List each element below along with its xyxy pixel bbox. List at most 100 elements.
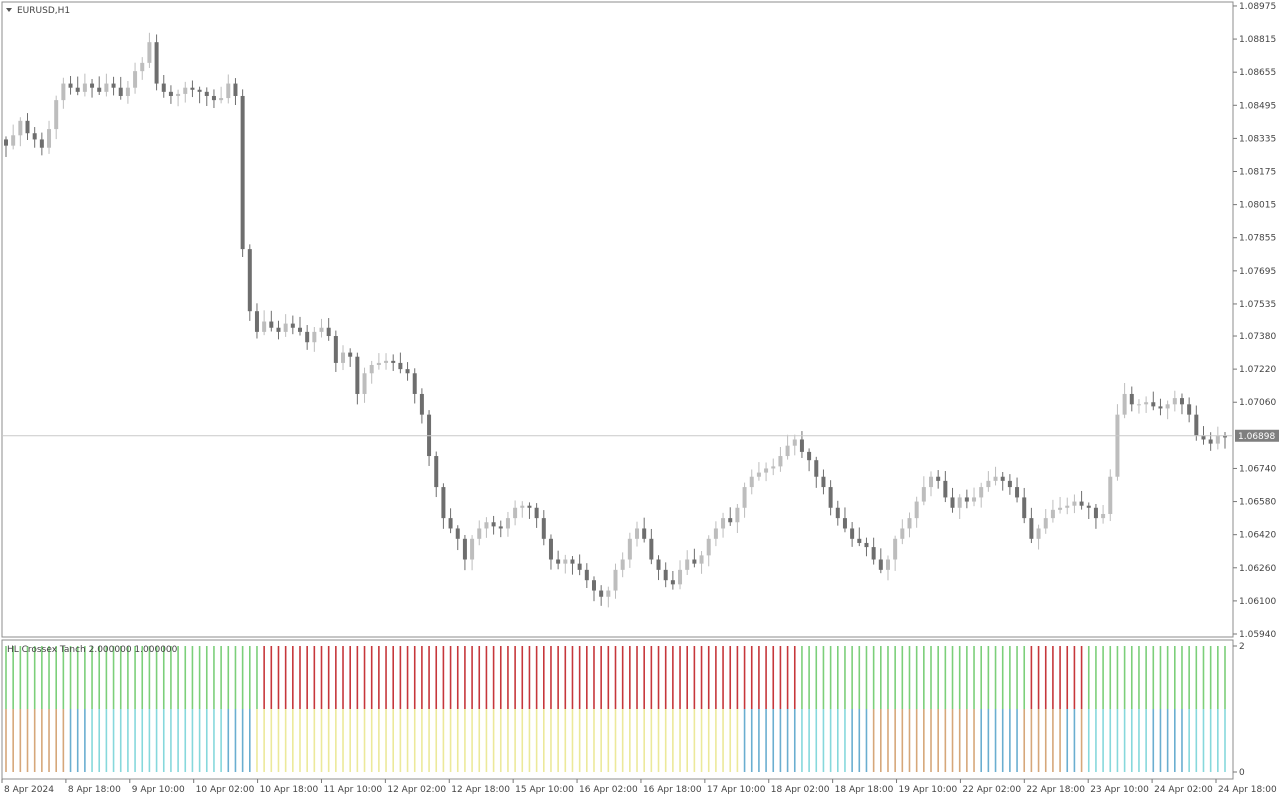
candle-body <box>39 139 44 148</box>
price-tick-label: 1.08335 <box>1239 134 1276 144</box>
candle-body <box>1101 513 1106 519</box>
candle-body <box>527 505 532 508</box>
candle-body <box>441 487 446 519</box>
time-tick-label: 22 Apr 02:00 <box>962 785 1021 795</box>
time-tick-label: 9 Apr 10:00 <box>132 785 185 795</box>
candle-body <box>670 580 675 585</box>
candle-body <box>635 528 640 539</box>
price-tick-label: 1.08975 <box>1239 2 1276 12</box>
candle-body <box>312 331 317 343</box>
candle-body <box>620 559 625 570</box>
candle-body <box>721 518 726 529</box>
candle-body <box>764 468 769 473</box>
candle-body <box>104 83 109 92</box>
price-tick-label: 1.07220 <box>1239 365 1276 375</box>
candle-body <box>871 547 876 560</box>
time-tick-label: 16 Apr 18:00 <box>643 785 702 795</box>
candle-body <box>936 476 941 481</box>
candle-body <box>1029 518 1034 539</box>
candle-body <box>893 538 898 560</box>
current-price-label: 1.06898 <box>1238 432 1275 442</box>
indicator-frame[interactable] <box>1 639 1234 780</box>
price-tick-label: 1.06420 <box>1239 531 1276 541</box>
candle-body <box>434 456 439 488</box>
indicator-histogram <box>5 646 1226 772</box>
candle-body <box>728 518 733 523</box>
candle-body <box>133 71 138 88</box>
candle-body <box>520 505 525 508</box>
candle-body <box>599 590 604 597</box>
candle-body <box>692 559 697 564</box>
candle-body <box>706 538 711 556</box>
candle-body <box>32 133 37 140</box>
candle-body <box>1144 402 1149 405</box>
candle-body <box>276 327 281 332</box>
candle-body <box>1201 435 1206 440</box>
candle-body <box>807 451 812 461</box>
candle-body <box>964 497 969 502</box>
price-tick-label: 1.08655 <box>1239 68 1276 78</box>
candle-body <box>1187 404 1192 415</box>
candle-body <box>90 83 95 88</box>
candle-body <box>505 518 510 529</box>
candle-body <box>1215 435 1220 444</box>
main-chart-frame[interactable] <box>1 1 1234 638</box>
candle-body <box>842 518 847 529</box>
candle-body <box>1036 528 1041 539</box>
candle-body <box>986 480 991 488</box>
candle-body <box>47 129 52 148</box>
candle-body <box>1108 476 1113 514</box>
candle-body <box>25 120 30 134</box>
candle-body <box>398 362 403 370</box>
time-tick-label: 8 Apr 2024 <box>4 785 54 795</box>
candle-body <box>1079 501 1084 506</box>
candle-body <box>61 83 66 101</box>
candle-body <box>900 528 905 539</box>
candle-body <box>183 87 188 94</box>
candle-body <box>305 331 310 343</box>
candle-body <box>591 580 596 591</box>
time-axis[interactable]: 8 Apr 2024 8 Apr 18:00 9 Apr 10:00 10 Apr 0… <box>1 779 1277 795</box>
candle-body <box>1179 398 1184 405</box>
price-tick-label: 1.07535 <box>1239 300 1276 310</box>
candle-body <box>154 42 159 84</box>
price-tick-label: 1.07855 <box>1239 234 1276 244</box>
candle-body <box>1208 439 1213 444</box>
candle-body <box>319 327 324 332</box>
chart-menu-triangle-icon[interactable] <box>6 8 12 12</box>
candle-body <box>979 487 984 498</box>
candle-body <box>455 528 460 539</box>
candle-body <box>792 439 797 446</box>
candle-body <box>771 466 776 469</box>
candle-body <box>814 460 819 477</box>
candle-body <box>885 559 890 570</box>
candle-body <box>878 559 883 570</box>
candle-body <box>1165 404 1170 409</box>
candle-body <box>627 538 632 560</box>
candle-body <box>685 559 690 570</box>
candle-body <box>756 472 761 477</box>
candle-body <box>950 497 955 508</box>
current-price-badge <box>1235 429 1279 442</box>
candle-body <box>577 563 582 570</box>
candle-body <box>498 526 503 529</box>
candle-body <box>491 522 496 527</box>
candle-body <box>929 476 934 488</box>
candle-body <box>484 522 489 529</box>
candle-body <box>1122 393 1127 415</box>
time-tick-label: 19 Apr 10:00 <box>899 785 958 795</box>
price-axis[interactable]: 1.08975 1.08815 1.08655 1.08495 1.08335 1.081… <box>1233 2 1279 640</box>
candle-body <box>147 42 152 63</box>
candle-body <box>584 569 589 581</box>
candle-body <box>663 569 668 581</box>
candle-body <box>190 87 195 90</box>
candle-body <box>1000 476 1005 481</box>
candle-body <box>785 445 790 457</box>
candle-body <box>821 476 826 488</box>
candle-body <box>1158 406 1163 409</box>
candle-body <box>1050 509 1055 519</box>
candle-body <box>470 538 475 560</box>
candle-body <box>642 528 647 539</box>
candle-body <box>384 360 389 363</box>
